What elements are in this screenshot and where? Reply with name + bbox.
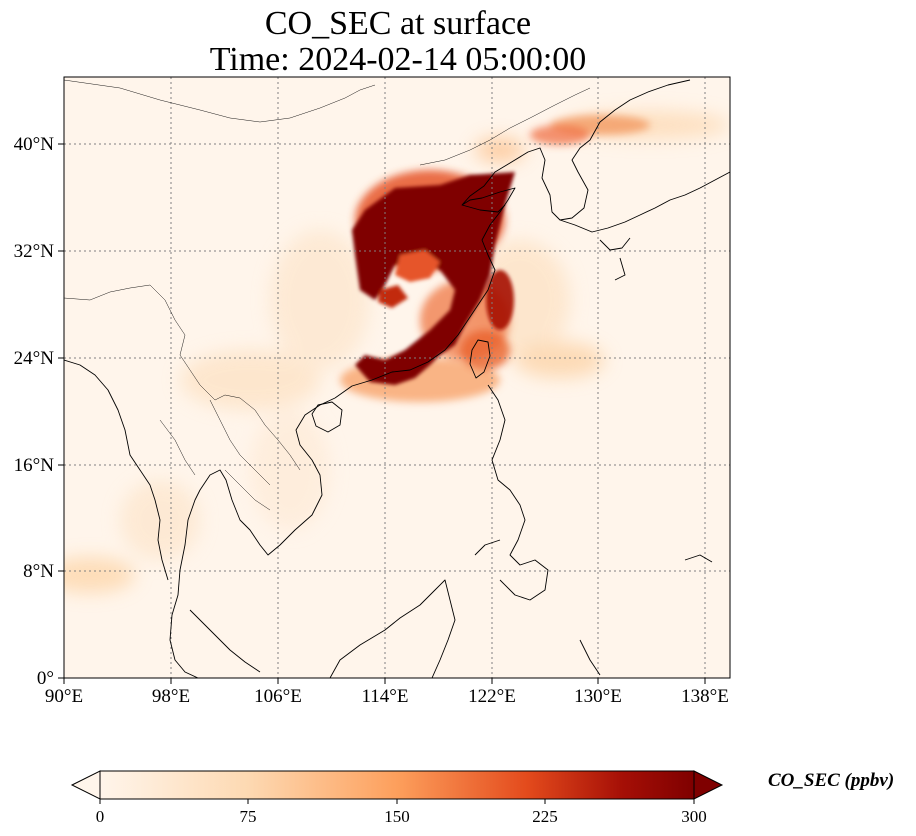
concentration-field	[64, 77, 730, 678]
colorbar-label: CO_SEC (ppbv)	[768, 770, 895, 791]
lon-tick-label: 106°E	[254, 686, 302, 707]
colorbar-gradient	[99, 770, 695, 800]
axis-ticks	[58, 143, 706, 684]
latitude-labels: 0° 8°N 16°N 24°N 32°N 40°N	[14, 134, 55, 689]
lat-tick-label: 32°N	[14, 241, 55, 262]
lat-tick-label: 0°	[37, 668, 54, 689]
lon-tick-label: 114°E	[362, 686, 409, 707]
longitude-labels: 90°E 98°E 106°E 114°E 122°E 130°E 138°E	[45, 686, 729, 707]
colorbar-tick-label: 150	[384, 807, 410, 826]
lon-tick-label: 98°E	[152, 686, 190, 707]
colorbar-tick-label: 225	[532, 807, 558, 826]
map-frame	[63, 76, 731, 679]
lat-tick-label: 40°N	[14, 134, 55, 155]
country-borders	[64, 79, 591, 511]
graticule	[64, 77, 730, 678]
colorbar: 0 75 150 225 300	[70, 770, 724, 826]
coastlines	[64, 79, 730, 678]
colorbar-tick-label: 75	[240, 807, 257, 826]
colorbar-tick-label: 0	[96, 807, 105, 826]
lon-tick-label: 122°E	[468, 686, 516, 707]
lon-tick-label: 130°E	[574, 686, 622, 707]
lon-tick-label: 90°E	[45, 686, 83, 707]
lat-tick-label: 8°N	[23, 561, 54, 582]
map-title: CO_SEC at surface	[264, 5, 532, 42]
lat-tick-label: 24°N	[14, 348, 55, 369]
colorbar-min-extend	[70, 770, 101, 800]
map-time: Time: 2024-02-14 05:00:00	[209, 41, 587, 78]
lat-tick-label: 16°N	[14, 455, 55, 476]
colorbar-tick-label: 300	[681, 807, 707, 826]
colorbar-max-extend	[693, 770, 724, 800]
lon-tick-label: 138°E	[681, 686, 729, 707]
